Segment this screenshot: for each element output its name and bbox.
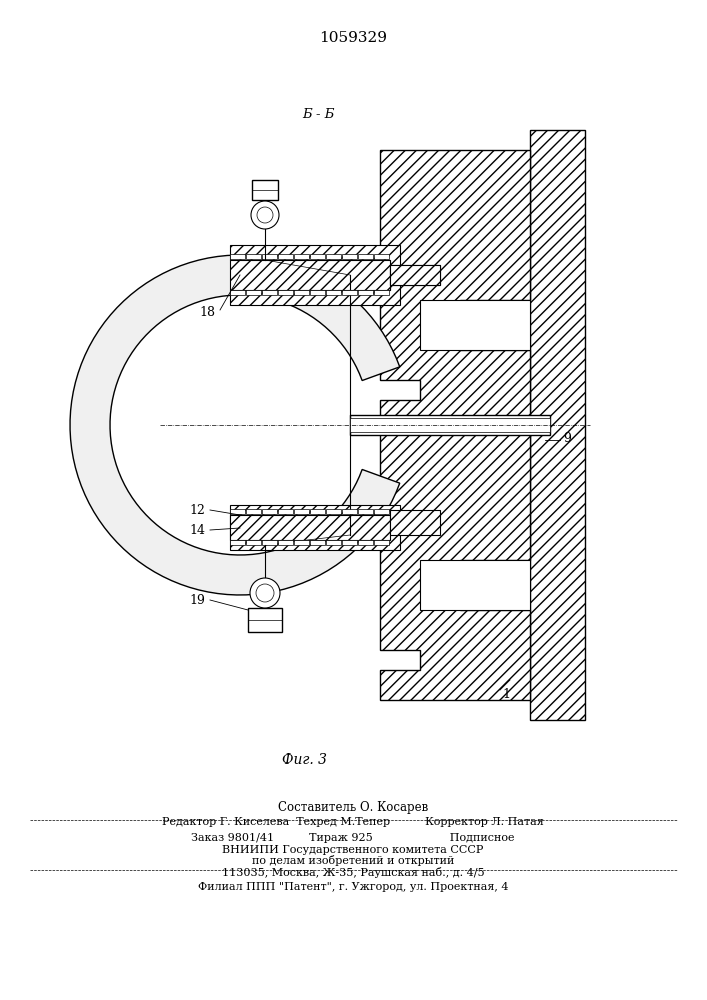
Bar bbox=[358, 509, 373, 514]
Bar bbox=[230, 540, 245, 545]
Text: по делам изобретений и открытий: по делам изобретений и открытий bbox=[252, 856, 454, 866]
Bar bbox=[230, 509, 245, 514]
Circle shape bbox=[257, 207, 273, 223]
Bar bbox=[326, 254, 341, 259]
Bar bbox=[278, 290, 293, 295]
Circle shape bbox=[251, 201, 279, 229]
Bar bbox=[230, 290, 245, 295]
Bar bbox=[278, 540, 293, 545]
Bar bbox=[310, 540, 325, 545]
Bar bbox=[246, 540, 261, 545]
Bar bbox=[390, 265, 440, 285]
Bar bbox=[374, 290, 389, 295]
Polygon shape bbox=[70, 255, 399, 595]
Bar bbox=[326, 540, 341, 545]
Polygon shape bbox=[380, 430, 530, 700]
Polygon shape bbox=[390, 265, 440, 285]
Polygon shape bbox=[230, 245, 400, 305]
Polygon shape bbox=[390, 510, 440, 535]
Bar bbox=[262, 290, 277, 295]
Bar bbox=[310, 254, 325, 259]
Bar bbox=[358, 290, 373, 295]
Bar bbox=[310, 290, 325, 295]
Bar bbox=[262, 509, 277, 514]
Bar bbox=[278, 254, 293, 259]
Bar bbox=[358, 254, 373, 259]
Text: Редактор Г. Киселева  Техред М.Тепер          Корректор Л. Патая: Редактор Г. Киселева Техред М.Тепер Корр… bbox=[162, 817, 544, 827]
Text: ВНИИПИ Государственного комитета СССР: ВНИИПИ Государственного комитета СССР bbox=[222, 845, 484, 855]
Bar bbox=[342, 290, 357, 295]
Bar bbox=[374, 254, 389, 259]
Bar bbox=[342, 540, 357, 545]
Bar bbox=[326, 509, 341, 514]
Polygon shape bbox=[230, 515, 390, 540]
Polygon shape bbox=[230, 505, 400, 550]
Text: Филиал ППП "Патент", г. Ужгород, ул. Проектная, 4: Филиал ППП "Патент", г. Ужгород, ул. Про… bbox=[198, 882, 508, 892]
Text: 18: 18 bbox=[199, 306, 215, 320]
Bar bbox=[350, 415, 550, 435]
Bar bbox=[246, 509, 261, 514]
Text: 12: 12 bbox=[189, 504, 205, 516]
Polygon shape bbox=[530, 130, 585, 720]
Bar bbox=[262, 540, 277, 545]
Bar bbox=[374, 540, 389, 545]
Text: Составитель О. Косарев: Составитель О. Косарев bbox=[278, 800, 428, 814]
Bar bbox=[252, 180, 278, 200]
Bar bbox=[420, 300, 530, 350]
Text: 14: 14 bbox=[189, 524, 205, 536]
Text: 113035, Москва, Ж-35, Раушская наб., д. 4/5: 113035, Москва, Ж-35, Раушская наб., д. … bbox=[222, 866, 484, 878]
Bar bbox=[358, 540, 373, 545]
Text: 9: 9 bbox=[563, 432, 571, 444]
Text: Б - Б: Б - Б bbox=[302, 108, 334, 121]
Polygon shape bbox=[230, 260, 390, 290]
Bar bbox=[342, 509, 357, 514]
Bar bbox=[230, 254, 245, 259]
Bar bbox=[294, 509, 309, 514]
Polygon shape bbox=[380, 150, 530, 430]
Bar bbox=[246, 290, 261, 295]
Bar bbox=[248, 608, 282, 632]
Bar bbox=[420, 560, 530, 610]
Text: Заказ 9801/41          Тираж 925                      Подписное: Заказ 9801/41 Тираж 925 Подписное bbox=[192, 833, 515, 843]
Bar bbox=[342, 254, 357, 259]
Bar bbox=[374, 509, 389, 514]
Text: Фиг. 3: Фиг. 3 bbox=[283, 753, 327, 767]
Bar bbox=[262, 254, 277, 259]
Bar bbox=[310, 509, 325, 514]
Circle shape bbox=[256, 584, 274, 602]
Bar bbox=[294, 254, 309, 259]
Bar bbox=[246, 254, 261, 259]
Bar bbox=[278, 509, 293, 514]
Text: 19: 19 bbox=[189, 593, 205, 606]
Bar bbox=[350, 418, 550, 432]
Circle shape bbox=[250, 578, 280, 608]
Bar bbox=[294, 540, 309, 545]
Text: 1: 1 bbox=[502, 688, 510, 702]
Bar bbox=[326, 290, 341, 295]
Bar bbox=[294, 290, 309, 295]
Text: 1059329: 1059329 bbox=[319, 31, 387, 45]
